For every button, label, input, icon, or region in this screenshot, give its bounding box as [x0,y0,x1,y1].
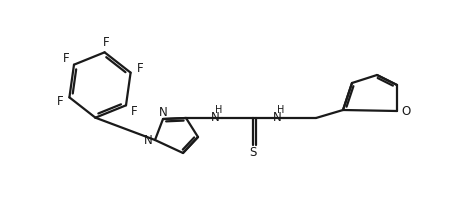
Text: F: F [56,95,63,108]
Text: N: N [158,106,167,118]
Text: N: N [210,110,219,124]
Text: F: F [130,105,137,118]
Text: S: S [249,146,256,159]
Text: F: F [136,62,143,75]
Text: H: H [215,105,222,115]
Text: N: N [272,110,281,124]
Text: H: H [277,105,284,115]
Text: N: N [144,133,152,147]
Text: F: F [102,36,109,49]
Text: F: F [63,52,69,65]
Text: O: O [400,105,410,117]
